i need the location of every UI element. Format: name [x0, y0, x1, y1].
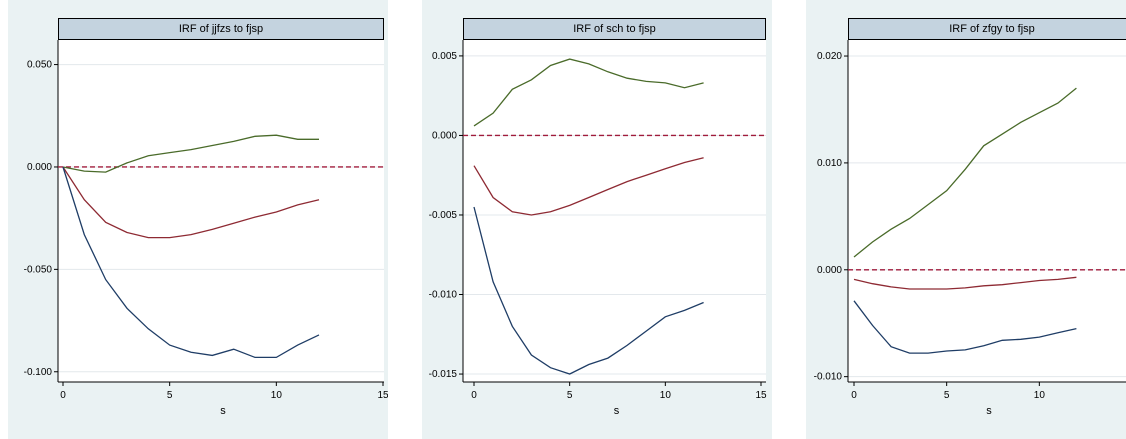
y-tick-label: 0.000 — [432, 130, 457, 141]
y-tick-label: -0.010 — [814, 372, 843, 383]
y-tick-label: 0.005 — [432, 51, 457, 62]
y-tick-label: 0.010 — [817, 158, 842, 169]
y-tick-label: 0.020 — [817, 51, 842, 62]
x-axis-label: s — [220, 405, 226, 417]
chart-title: IRF of jjfzs to fjsp — [58, 18, 384, 40]
chart-svg-2: 0.005 0.000 -0.005 -0.010 -0.015 0 5 10 15 s — [429, 40, 767, 417]
y-tick-label: 0.050 — [27, 60, 52, 71]
plot-area — [848, 40, 1126, 382]
chart-panel-1: IRF of jjfzs to fjsp 0.050 0.000 -0.050 -0.… — [8, 0, 388, 439]
x-axis-label: s — [614, 405, 620, 417]
chart-panel-3: IRF of zfgy to fjsp 0.020 0.010 0.000 -0.01… — [806, 0, 1126, 439]
x-tick-label: 0 — [851, 390, 857, 401]
x-tick-label: 5 — [567, 390, 573, 401]
x-tick-label: 10 — [1034, 390, 1046, 401]
x-tick-label: 15 — [755, 390, 767, 401]
x-tick-label: 5 — [167, 390, 173, 401]
plot-area — [463, 40, 766, 382]
x-tick-label: 10 — [660, 390, 672, 401]
y-tick-label: -0.005 — [429, 210, 458, 221]
lower-band-line — [473, 206, 704, 375]
y-tick-label: 0.000 — [817, 265, 842, 276]
y-tick-label: -0.010 — [429, 290, 458, 301]
x-tick-label: 15 — [377, 390, 388, 401]
x-axis-label: s — [986, 405, 992, 417]
lower-band-line — [853, 300, 1077, 354]
x-tick-label: 10 — [271, 390, 283, 401]
upper-band-line — [62, 134, 319, 173]
upper-band-line — [473, 58, 704, 127]
chart-title: IRF of zfgy to fjsp — [848, 18, 1126, 40]
upper-band-line — [853, 87, 1077, 258]
x-tick-label: 0 — [60, 390, 66, 401]
x-tick-label: 0 — [471, 390, 477, 401]
irf-line — [473, 157, 704, 216]
y-tick-label: -0.015 — [429, 369, 458, 380]
y-tick-label: 0.000 — [27, 162, 52, 173]
plot-area — [58, 40, 384, 382]
chart-svg-1: 0.050 0.000 -0.050 -0.100 0 5 10 15 s — [24, 40, 388, 417]
y-tick-label: -0.050 — [24, 264, 53, 275]
y-tick-label: -0.100 — [24, 367, 53, 378]
irf-line — [62, 166, 320, 239]
lower-band-line — [62, 166, 320, 359]
irf-line — [853, 276, 1077, 290]
x-tick-label: 5 — [944, 390, 950, 401]
chart-title: IRF of sch to fjsp — [463, 18, 766, 40]
chart-panel-2: IRF of sch to fjsp 0.005 0.000 -0.005 -0.01… — [422, 0, 772, 439]
